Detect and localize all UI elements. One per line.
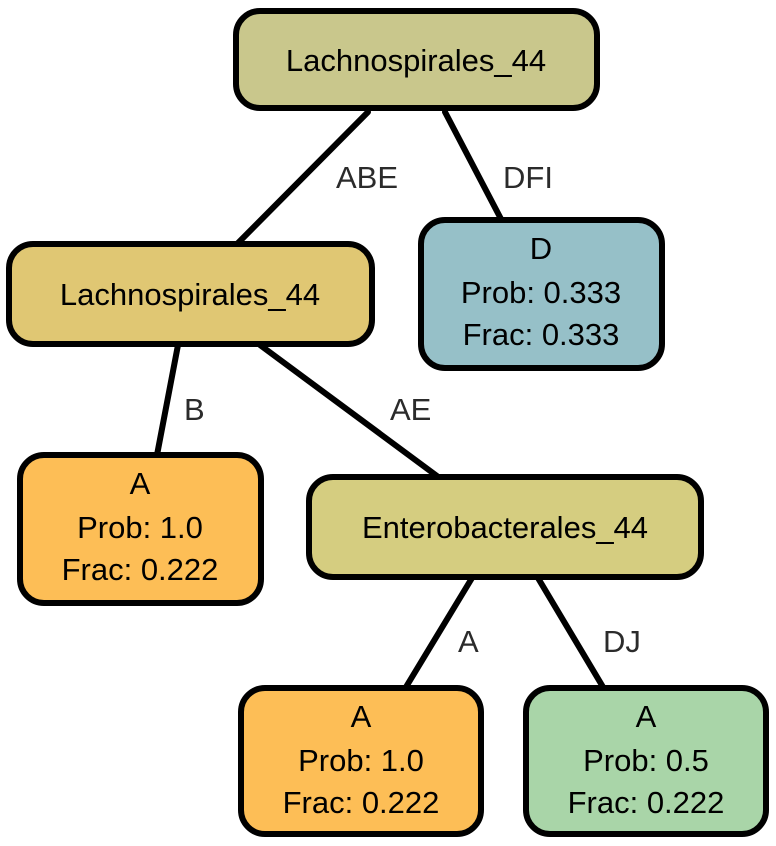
node-box xyxy=(6,241,375,347)
node-frac: Frac: 0.222 xyxy=(62,552,219,587)
node-label: Enterobacterales_44 xyxy=(362,510,648,545)
node-box xyxy=(523,685,769,837)
edge-label-dj: DJ xyxy=(603,624,641,659)
edge-label-dfi: DFI xyxy=(503,160,553,195)
edge-entero-a2 xyxy=(403,575,475,690)
node-prob: Prob: 1.0 xyxy=(77,510,203,545)
node-a1: A Prob: 1.0 Frac: 0.222 xyxy=(17,452,264,606)
node-a3: A Prob: 0.5 Frac: 0.222 xyxy=(523,685,769,837)
node-box xyxy=(306,474,704,580)
edge-label-ae: AE xyxy=(390,392,431,427)
node-root: Lachnospirales_44 xyxy=(233,8,600,111)
node-label: A xyxy=(636,699,657,734)
edges xyxy=(154,109,606,690)
edge-label-a: A xyxy=(458,624,479,659)
node-box xyxy=(238,685,484,837)
edge-left-a1 xyxy=(154,342,181,458)
node-label: Lachnospirales_44 xyxy=(60,277,320,312)
node-box xyxy=(17,452,264,606)
edge-left-entero xyxy=(257,342,440,479)
node-label: A xyxy=(351,699,372,734)
node-frac: Frac: 0.222 xyxy=(568,785,725,820)
node-label: Lachnospirales_44 xyxy=(286,43,546,78)
edge-label-abe: ABE xyxy=(336,160,398,195)
node-prob: Prob: 0.333 xyxy=(461,275,621,310)
edge-label-b: B xyxy=(184,392,205,427)
edge-root-d xyxy=(442,109,504,222)
node-box xyxy=(233,8,600,111)
node-box xyxy=(418,217,665,371)
node-label: A xyxy=(130,466,151,501)
edge-root-left xyxy=(235,109,371,246)
edge-entero-a3 xyxy=(535,575,606,690)
node-label: D xyxy=(530,231,552,266)
edge-labels: ABE DFI B AE A DJ xyxy=(184,160,641,659)
node-a2: A Prob: 1.0 Frac: 0.222 xyxy=(238,685,484,837)
node-entero: Enterobacterales_44 xyxy=(306,474,704,580)
node-prob: Prob: 0.5 xyxy=(583,743,709,778)
node-d: D Prob: 0.333 Frac: 0.333 xyxy=(418,217,665,371)
node-frac: Frac: 0.333 xyxy=(463,317,620,352)
node-frac: Frac: 0.222 xyxy=(283,785,440,820)
node-left: Lachnospirales_44 xyxy=(6,241,375,347)
node-prob: Prob: 1.0 xyxy=(298,743,424,778)
